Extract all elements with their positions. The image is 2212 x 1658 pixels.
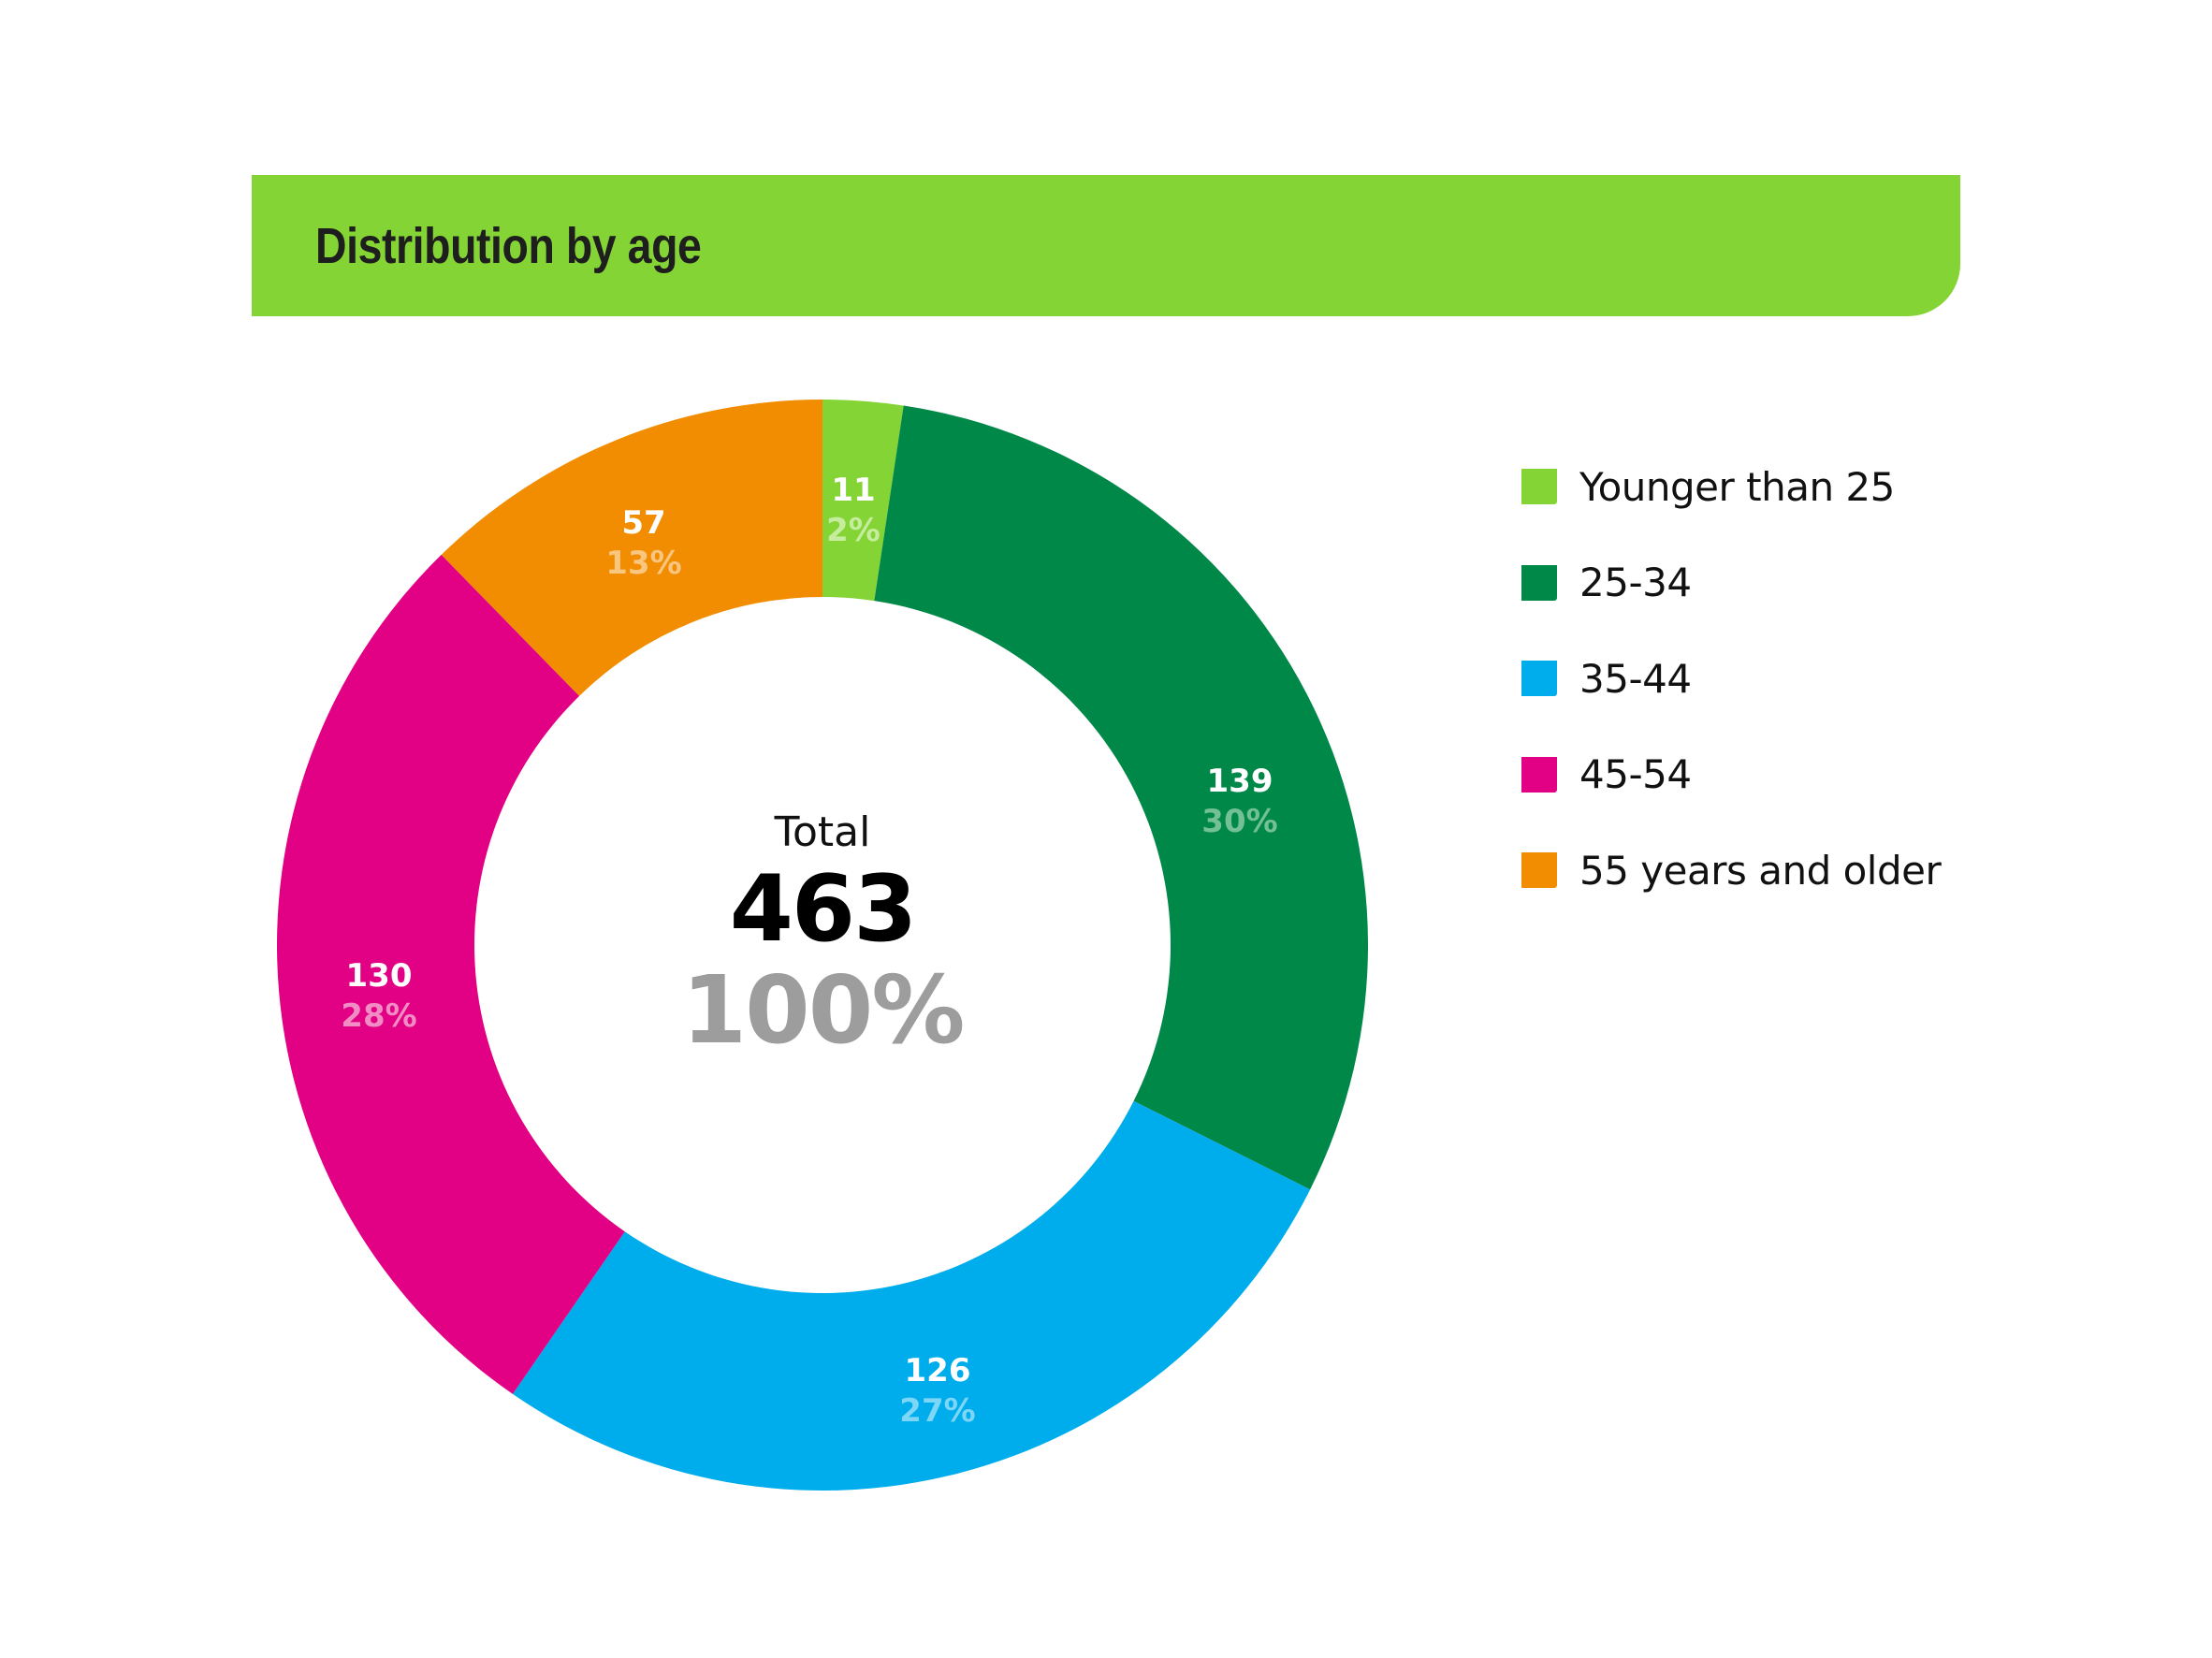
legend-swatch-icon: [1521, 564, 1557, 601]
segment-percent: 27%: [899, 1392, 976, 1430]
donut-segment-45-54: [276, 554, 625, 1394]
legend-item-45-54: 45-54: [1521, 749, 1941, 801]
legend-swatch-icon: [1521, 469, 1557, 504]
total-value: 463: [729, 856, 918, 963]
legend-item-55-and-older: 55 years and older: [1521, 844, 1942, 896]
segment-label-35-44: 126 27%: [899, 1351, 975, 1432]
donut-segment-25-34: [874, 405, 1369, 1190]
legend-swatch-icon: [1521, 852, 1557, 888]
segment-label-45-54: 130 28%: [341, 956, 416, 1037]
segment-count: 126: [904, 1352, 971, 1389]
donut-center-summary: Total 463 100%: [681, 807, 966, 1065]
chart-legend: Younger than 25 25-34 35-44 45-54 55 yea…: [1521, 460, 1942, 940]
segment-count: 57: [621, 504, 666, 542]
donut-segment-55-years-and-older: [441, 400, 822, 696]
legend-label: 25-34: [1579, 560, 1692, 605]
segment-count: 130: [345, 957, 413, 995]
legend-label: 35-44: [1579, 655, 1692, 702]
legend-item-35-44: 35-44: [1521, 652, 1941, 705]
legend-label: 55 years and older: [1579, 847, 1942, 894]
legend-swatch-icon: [1521, 756, 1557, 793]
total-percent: 100%: [681, 955, 966, 1065]
chart-title-bar: Distribution by age: [252, 175, 1960, 316]
segment-percent: 13%: [605, 545, 682, 582]
segment-percent: 28%: [341, 997, 417, 1035]
segment-percent: 2%: [826, 512, 880, 549]
chart-title: Distribution by age: [315, 217, 702, 274]
segment-label-25-34: 139 30%: [1201, 762, 1277, 842]
donut-segment-35-44: [512, 1100, 1311, 1491]
legend-swatch-icon: [1521, 661, 1557, 696]
legend-label: Younger than 25: [1579, 463, 1895, 510]
legend-label: 45-54: [1579, 751, 1692, 797]
legend-item-younger-than-25: Younger than 25: [1521, 460, 1941, 513]
total-label: Total: [774, 808, 871, 856]
segment-count: 11: [831, 472, 876, 509]
segment-label-younger-than-25: 11 2%: [826, 471, 880, 551]
legend-item-25-34: 25-34: [1521, 557, 1941, 609]
segment-percent: 30%: [1201, 803, 1278, 840]
donut-segment-younger-than-25: [822, 400, 904, 602]
segment-count: 139: [1206, 763, 1273, 800]
segment-label-55-and-older: 57 13%: [605, 503, 681, 584]
